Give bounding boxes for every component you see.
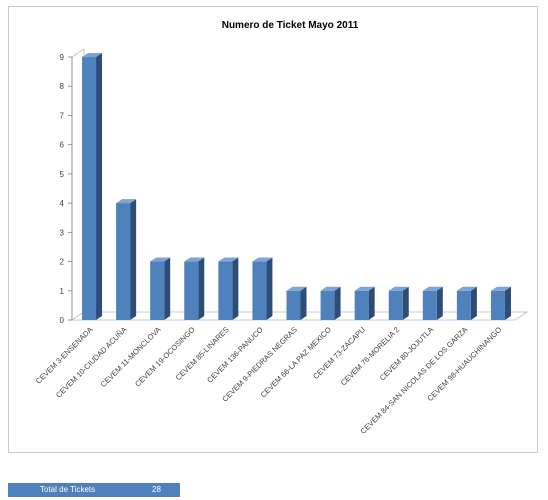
category-label: CEVEM 98-HUAUCHINANGO <box>425 325 503 403</box>
category-label: CEVEM 76-MORELIA 2 <box>339 325 401 387</box>
bar <box>354 290 369 320</box>
total-tickets-bar: Total de Tickets 28 <box>8 483 180 497</box>
bar-top <box>286 286 307 291</box>
y-tick-label: 6 <box>60 141 65 150</box>
bar-top <box>150 257 171 262</box>
y-tick-label: 5 <box>60 170 65 179</box>
bar <box>422 290 437 320</box>
bar <box>320 290 335 320</box>
bar-top <box>388 286 409 291</box>
bar-side <box>164 257 171 320</box>
y-tick-label: 8 <box>60 82 65 91</box>
category-label: CEVEM 66-LA PAZ MEXICO <box>259 325 333 399</box>
bar-side <box>470 286 477 320</box>
bar-side <box>436 286 443 320</box>
category-label: CEVEM 3-ENSENADA <box>34 325 95 386</box>
bar <box>218 261 233 320</box>
bar-top <box>456 286 477 291</box>
y-tick-label: 2 <box>60 258 65 267</box>
bar-top <box>116 199 137 204</box>
y-tick-label: 3 <box>60 228 65 237</box>
bar-side <box>504 286 511 320</box>
bar-side <box>300 286 307 320</box>
bar-side <box>130 199 137 320</box>
bar-top <box>82 53 103 57</box>
y-tick-label: 1 <box>60 287 65 296</box>
bar <box>286 290 301 320</box>
bar <box>150 261 165 320</box>
bar-side <box>368 286 375 320</box>
bar <box>388 290 403 320</box>
bar-side <box>402 286 409 320</box>
y-tick-label: 7 <box>60 111 65 120</box>
bar-side <box>96 53 103 320</box>
bar-top <box>218 257 239 262</box>
bar-top <box>320 286 341 291</box>
chart-title: Numero de Ticket Mayo 2011 <box>222 20 359 31</box>
bar-side <box>198 257 205 320</box>
category-label: CEVEM 11-MONCLOVA <box>99 325 163 389</box>
category-label: CEVEM 19-OCOSINGO <box>133 325 197 389</box>
bar-top <box>184 257 205 262</box>
total-tickets-label: Total de Tickets <box>40 485 96 494</box>
bar <box>184 261 199 320</box>
bar-top <box>354 286 375 291</box>
bar <box>490 290 505 320</box>
category-label: CEVEM 10-CIUDAD ACUÑA <box>54 325 128 399</box>
bar-top <box>422 286 443 291</box>
bar-side <box>266 257 273 320</box>
bar-side <box>334 286 341 320</box>
total-tickets-value: 28 <box>152 485 161 494</box>
bar <box>252 261 267 320</box>
bar-chart: Numero de Ticket Mayo 2011 0 1 2 3 4 5 6 7 8 9 CEVE… <box>34 20 529 436</box>
bar-side <box>232 257 239 320</box>
bar-top <box>252 257 273 262</box>
bar <box>116 203 131 320</box>
bar <box>456 290 471 320</box>
bar <box>82 57 97 320</box>
bar-top <box>490 286 511 291</box>
y-tick-label: 0 <box>60 316 65 325</box>
y-tick-label: 4 <box>60 199 65 208</box>
y-tick-label: 9 <box>60 53 65 62</box>
